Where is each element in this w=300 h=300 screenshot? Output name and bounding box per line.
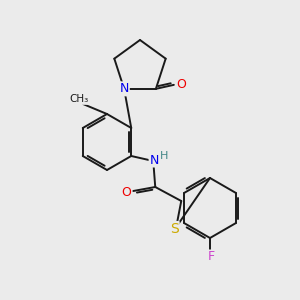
- Text: N: N: [150, 154, 159, 166]
- Text: F: F: [207, 250, 214, 263]
- Text: N: N: [119, 82, 129, 95]
- Text: H: H: [160, 151, 168, 161]
- Text: O: O: [176, 78, 186, 91]
- Text: S: S: [170, 222, 178, 236]
- Text: CH₃: CH₃: [69, 94, 88, 104]
- Text: O: O: [121, 185, 131, 199]
